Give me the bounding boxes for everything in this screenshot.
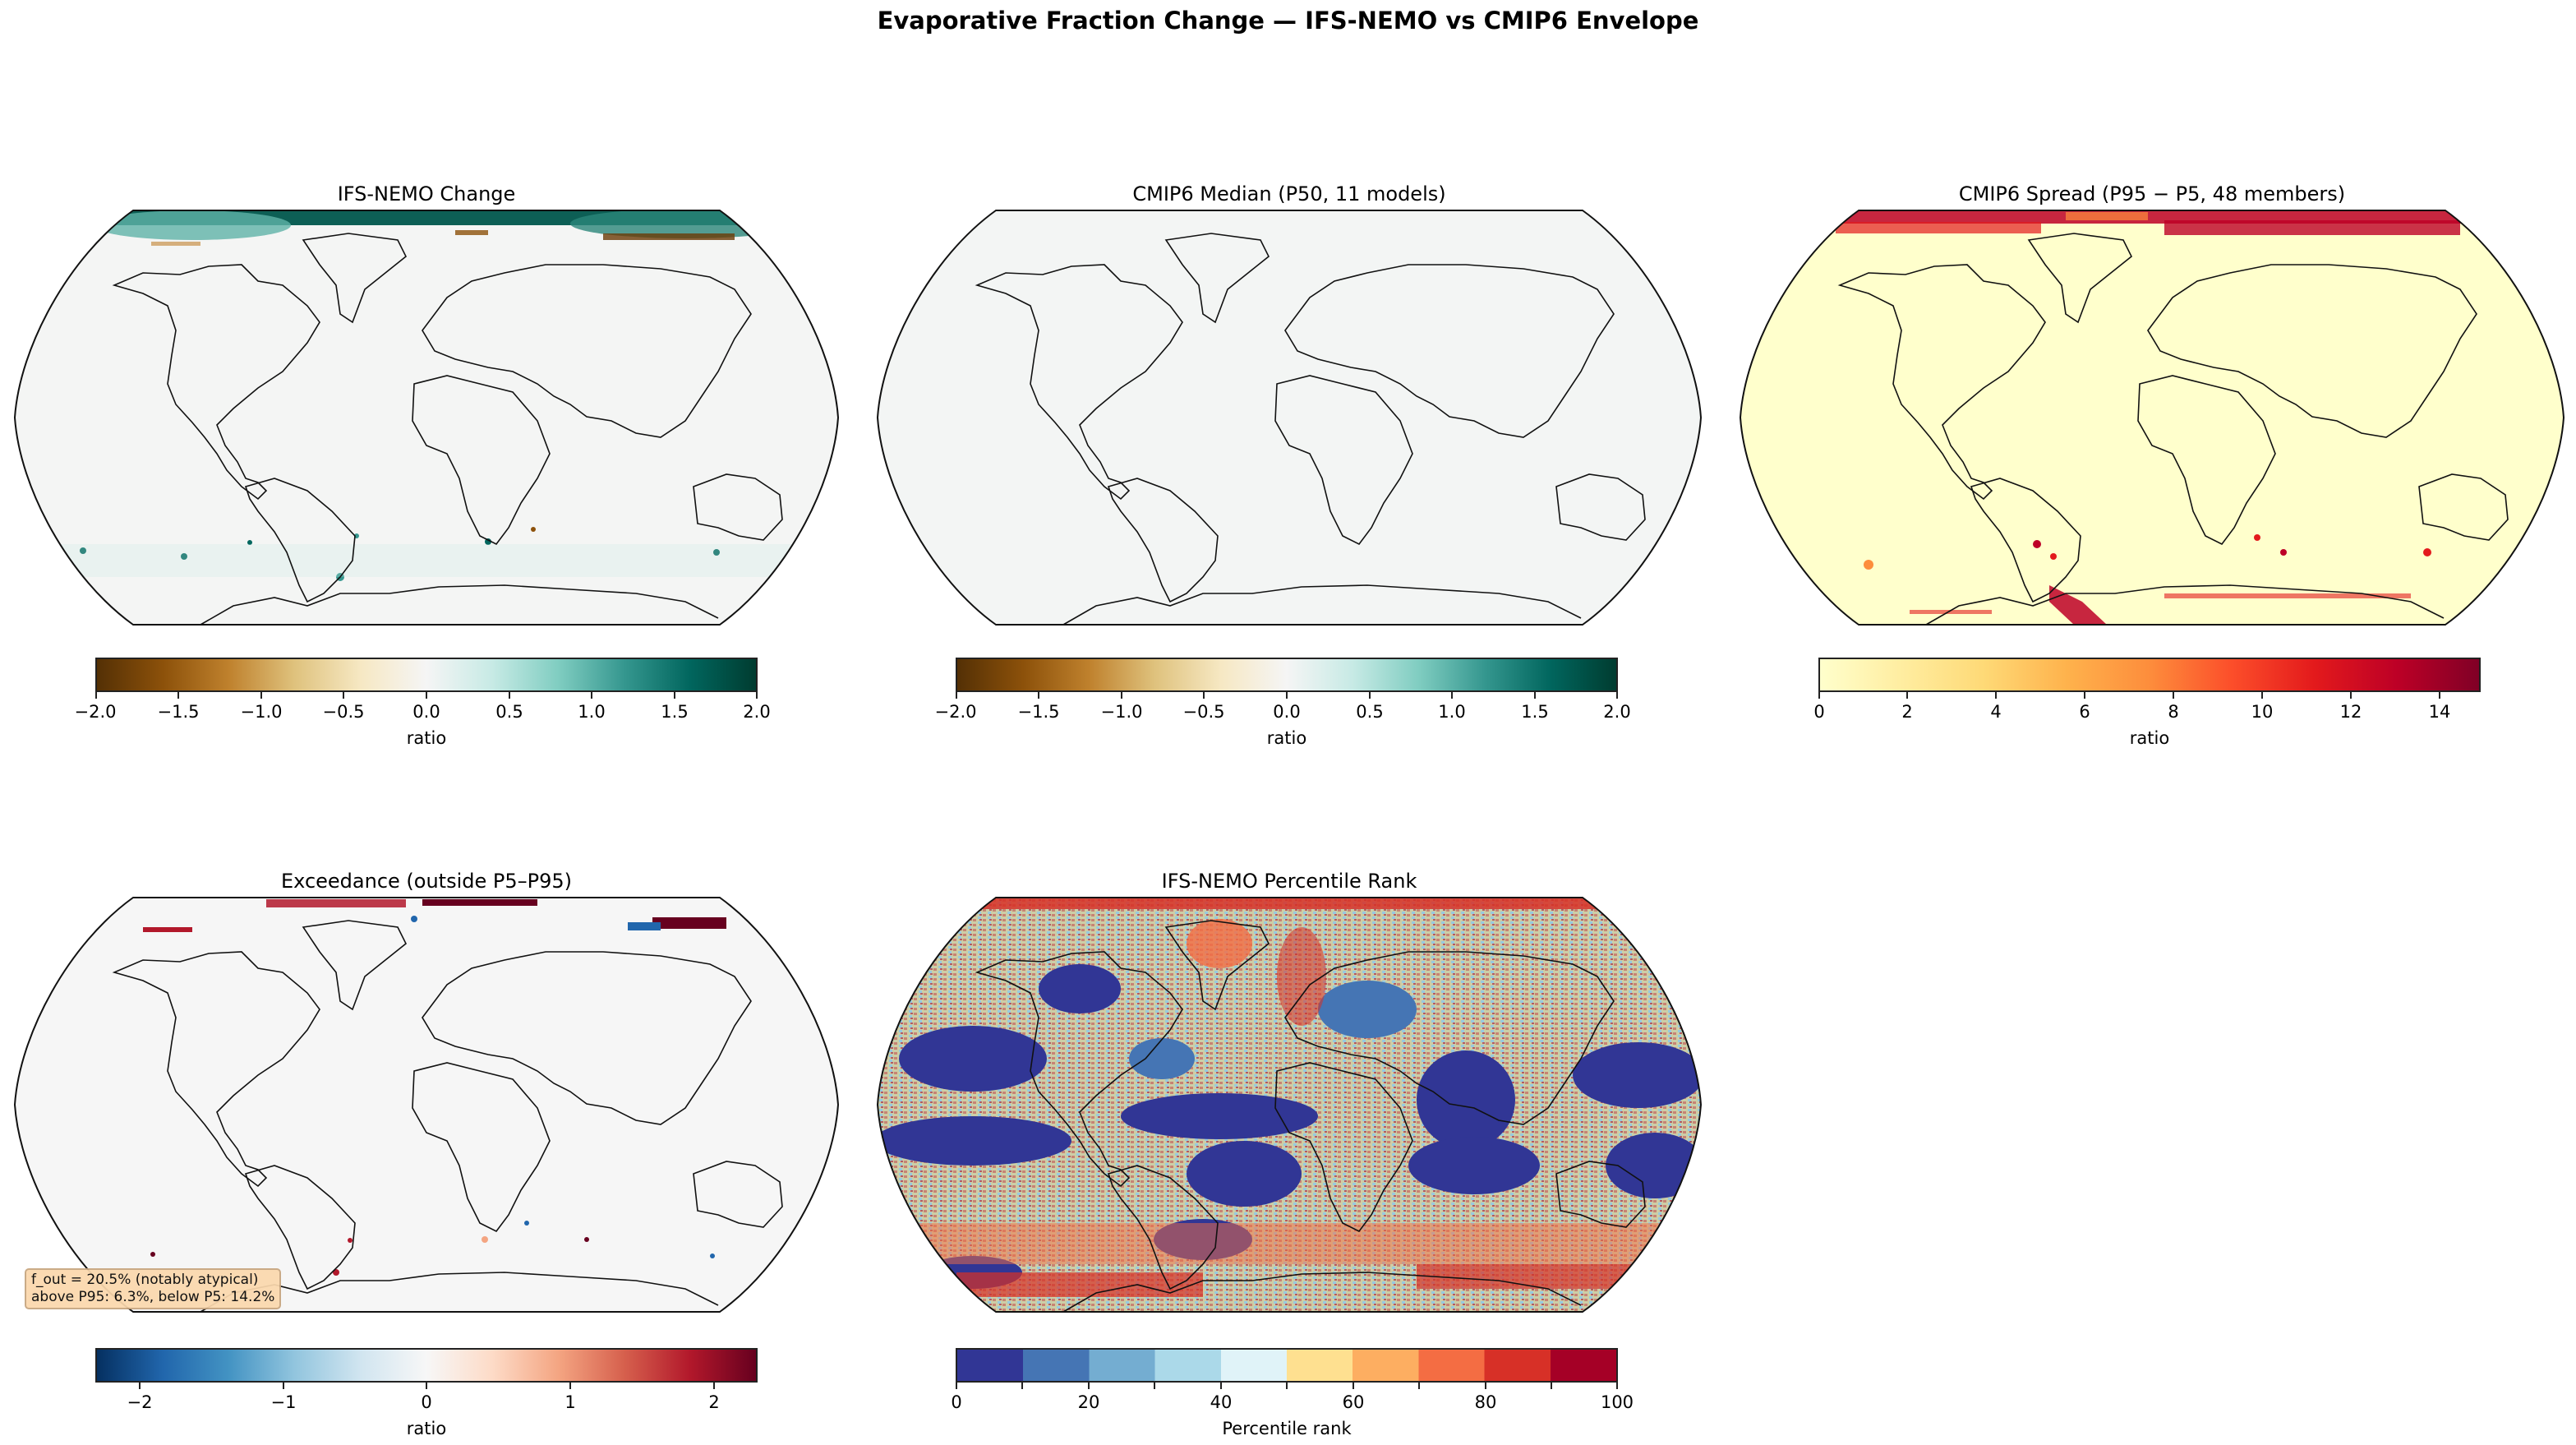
tick-label: 2 (1901, 702, 1913, 722)
tick-label: 80 (1474, 1392, 1497, 1412)
tick-label: 14 (2428, 702, 2451, 722)
map-cmip6-median (874, 207, 1704, 628)
colorbar-gradient (95, 1348, 758, 1383)
tick-label: −1.5 (157, 702, 200, 722)
tick-label: 0 (1813, 702, 1825, 722)
colorbar-label: ratio (2129, 728, 2170, 748)
tick-label: −2.0 (74, 702, 117, 722)
colorbar-label: ratio (406, 1419, 447, 1438)
panel-title: Exceedance (outside P5–P95) (281, 870, 572, 893)
map-exceedance (12, 894, 841, 1315)
tick-label: 0 (421, 1392, 432, 1412)
tick-label: 1.0 (1438, 702, 1466, 722)
tick-label: 0.5 (1356, 702, 1384, 722)
tick-label: 60 (1342, 1392, 1365, 1412)
panel-title: CMIP6 Median (P50, 11 models) (1132, 182, 1446, 205)
tick-label: −1.5 (1017, 702, 1060, 722)
colorbar-label: ratio (406, 728, 447, 748)
tick-label: 4 (1990, 702, 2002, 722)
figure-title: Evaporative Fraction Change — IFS-NEMO v… (877, 7, 1699, 35)
panel-title: IFS-NEMO Change (337, 182, 516, 205)
colorbar-label: Percentile rank (1222, 1419, 1352, 1438)
map-ifs-nemo-change (12, 207, 841, 628)
tick-label: 1.5 (1521, 702, 1549, 722)
map-percentile-rank (874, 894, 1704, 1315)
colorbar-gradient (95, 658, 758, 692)
tick-label: 0 (951, 1392, 962, 1412)
tick-label: 0.0 (1273, 702, 1301, 722)
tick-label: 12 (2339, 702, 2362, 722)
tick-label: 100 (1600, 1392, 1634, 1412)
annotation-line-fout: f_out = 20.5% (notably atypical) (31, 1272, 259, 1288)
tick-label: 1.0 (578, 702, 606, 722)
tick-label: −1 (270, 1392, 297, 1412)
tick-label: 2.0 (743, 702, 771, 722)
tick-label: 0.5 (495, 702, 523, 722)
tick-label: −1.0 (240, 702, 283, 722)
tick-label: 8 (2168, 702, 2179, 722)
tick-label: 0.0 (412, 702, 440, 722)
tick-label: −1.0 (1100, 702, 1143, 722)
tick-label: −0.5 (1182, 702, 1225, 722)
exceedance-stats-annotation: f_out = 20.5% (notably atypical) above P… (25, 1268, 282, 1309)
panel-title: IFS-NEMO Percentile Rank (1161, 870, 1417, 893)
panel-title: CMIP6 Spread (P95 − P5, 48 members) (1958, 182, 2346, 205)
tick-label: −2 (127, 1392, 153, 1412)
annotation-line-above-below: above P95: 6.3%, below P5: 14.2% (31, 1289, 275, 1305)
tick-label: −2.0 (934, 702, 977, 722)
tick-label: 40 (1210, 1392, 1233, 1412)
tick-label: −0.5 (322, 702, 365, 722)
tick-label: 20 (1077, 1392, 1100, 1412)
tick-label: 10 (2251, 702, 2274, 722)
tick-label: 1 (565, 1392, 576, 1412)
colorbar-gradient (1818, 658, 2481, 692)
colorbar-label: ratio (1266, 728, 1307, 748)
tick-label: 6 (2079, 702, 2090, 722)
tick-label: 1.5 (661, 702, 689, 722)
colorbar-gradient (956, 658, 1618, 692)
tick-label: 2.0 (1603, 702, 1631, 722)
tick-label: 2 (708, 1392, 720, 1412)
map-cmip6-spread (1737, 207, 2567, 628)
colorbar-discrete-bins (956, 1348, 1618, 1383)
